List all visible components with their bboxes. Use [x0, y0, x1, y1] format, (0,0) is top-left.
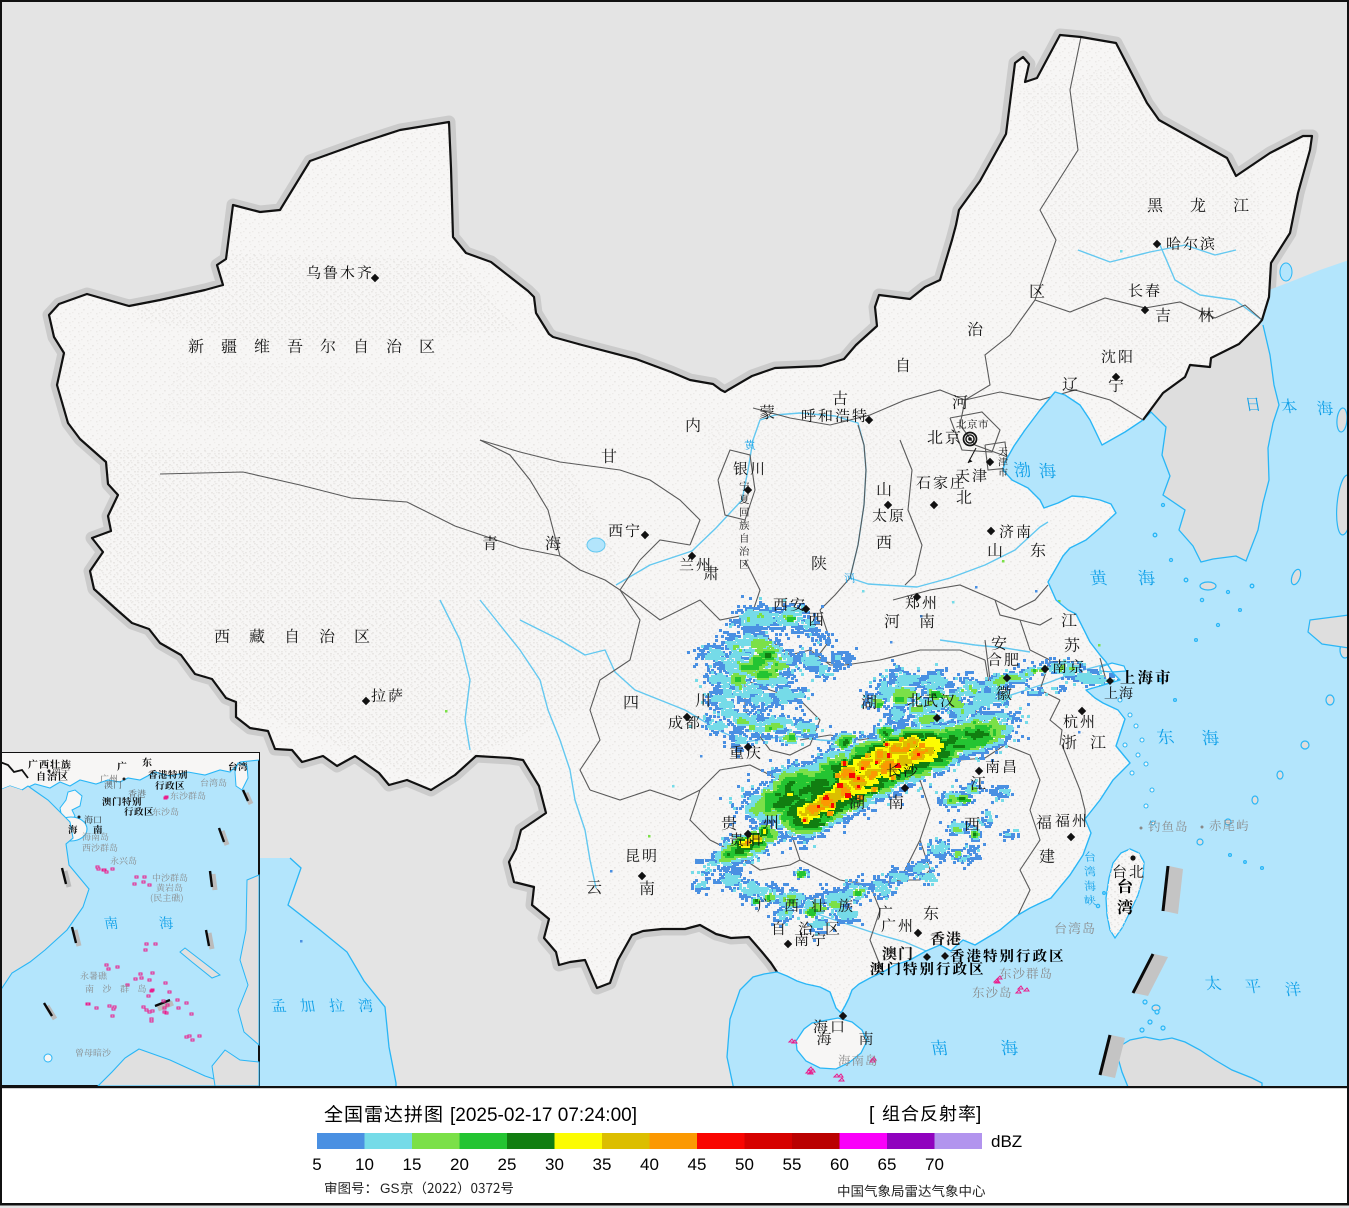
svg-text:[2025-02-17 07:24:00]: [2025-02-17 07:24:00] [450, 1105, 637, 1126]
svg-text:15: 15 [403, 1155, 422, 1174]
svg-text:35: 35 [593, 1155, 612, 1174]
svg-text:65: 65 [878, 1155, 897, 1174]
svg-text:70: 70 [925, 1155, 944, 1174]
svg-text:5: 5 [312, 1155, 321, 1174]
svg-text:20: 20 [450, 1155, 469, 1174]
svg-text:25: 25 [498, 1155, 517, 1174]
svg-text:45: 45 [688, 1155, 707, 1174]
svg-text:55: 55 [783, 1155, 802, 1174]
svg-text:GS: GS [380, 1181, 400, 1196]
svg-text:dBZ: dBZ [991, 1132, 1022, 1151]
svg-text:30: 30 [545, 1155, 564, 1174]
svg-text:40: 40 [640, 1155, 659, 1174]
svg-text:60: 60 [830, 1155, 849, 1174]
svg-text:50: 50 [735, 1155, 754, 1174]
svg-text:10: 10 [355, 1155, 374, 1174]
svg-text:[: [ [869, 1104, 875, 1125]
svg-text:]: ] [976, 1104, 981, 1125]
